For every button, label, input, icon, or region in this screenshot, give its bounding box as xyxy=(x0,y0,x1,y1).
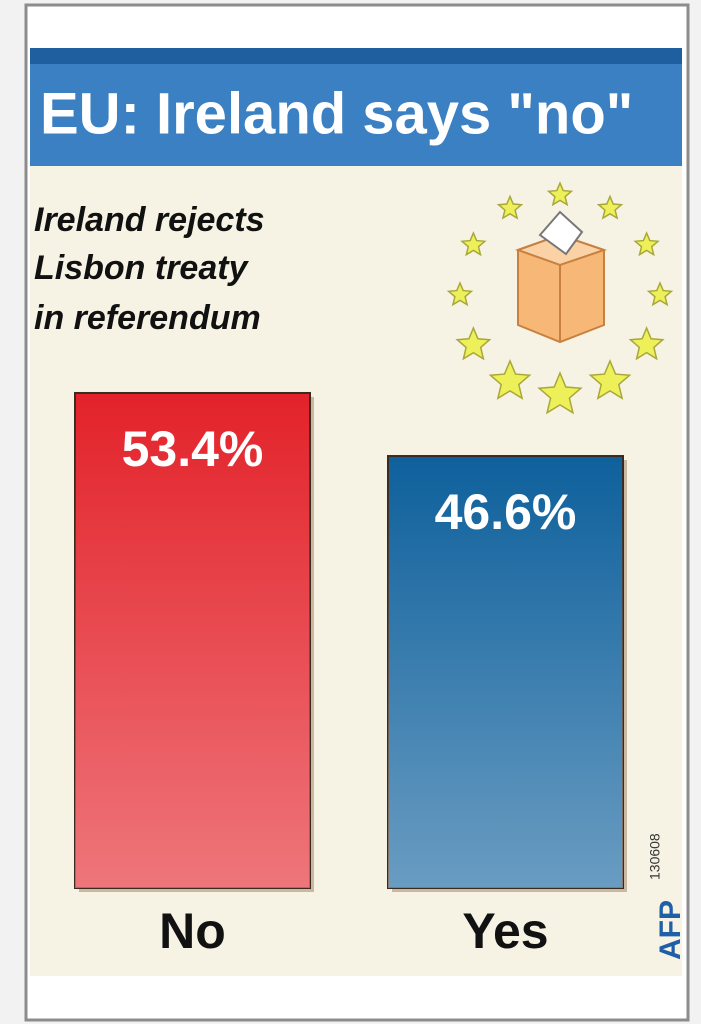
star xyxy=(446,281,474,307)
star-ring xyxy=(446,181,674,415)
subtitle-line: Ireland rejects xyxy=(34,201,265,239)
credit-text: AFP xyxy=(654,900,687,960)
star xyxy=(628,326,665,361)
star xyxy=(455,326,492,361)
subtitle-line: Lisbon treaty xyxy=(34,249,250,287)
title-stripe xyxy=(30,48,682,64)
bar-shade xyxy=(75,392,310,888)
category-label: Yes xyxy=(462,903,548,959)
star xyxy=(460,231,487,257)
star xyxy=(646,281,674,307)
category-label: No xyxy=(159,903,226,959)
credit: AFP 130608 xyxy=(647,833,687,960)
subtitle-line: in referendum xyxy=(34,299,261,337)
star xyxy=(588,358,632,400)
date-code: 130608 xyxy=(647,833,663,880)
star xyxy=(633,231,660,257)
title-band xyxy=(30,48,682,166)
star xyxy=(496,194,524,220)
star xyxy=(488,358,532,400)
ballot-box xyxy=(515,210,608,344)
value-label: 46.6% xyxy=(435,484,577,540)
value-label: 53.4% xyxy=(122,421,264,477)
star xyxy=(596,194,624,220)
chart-title: EU: Ireland says "no" xyxy=(40,81,633,146)
graphic: EU: Ireland says "no" Ireland rejects Li… xyxy=(30,48,687,976)
star xyxy=(537,371,583,415)
star xyxy=(546,181,574,207)
bar-shade xyxy=(388,456,623,888)
